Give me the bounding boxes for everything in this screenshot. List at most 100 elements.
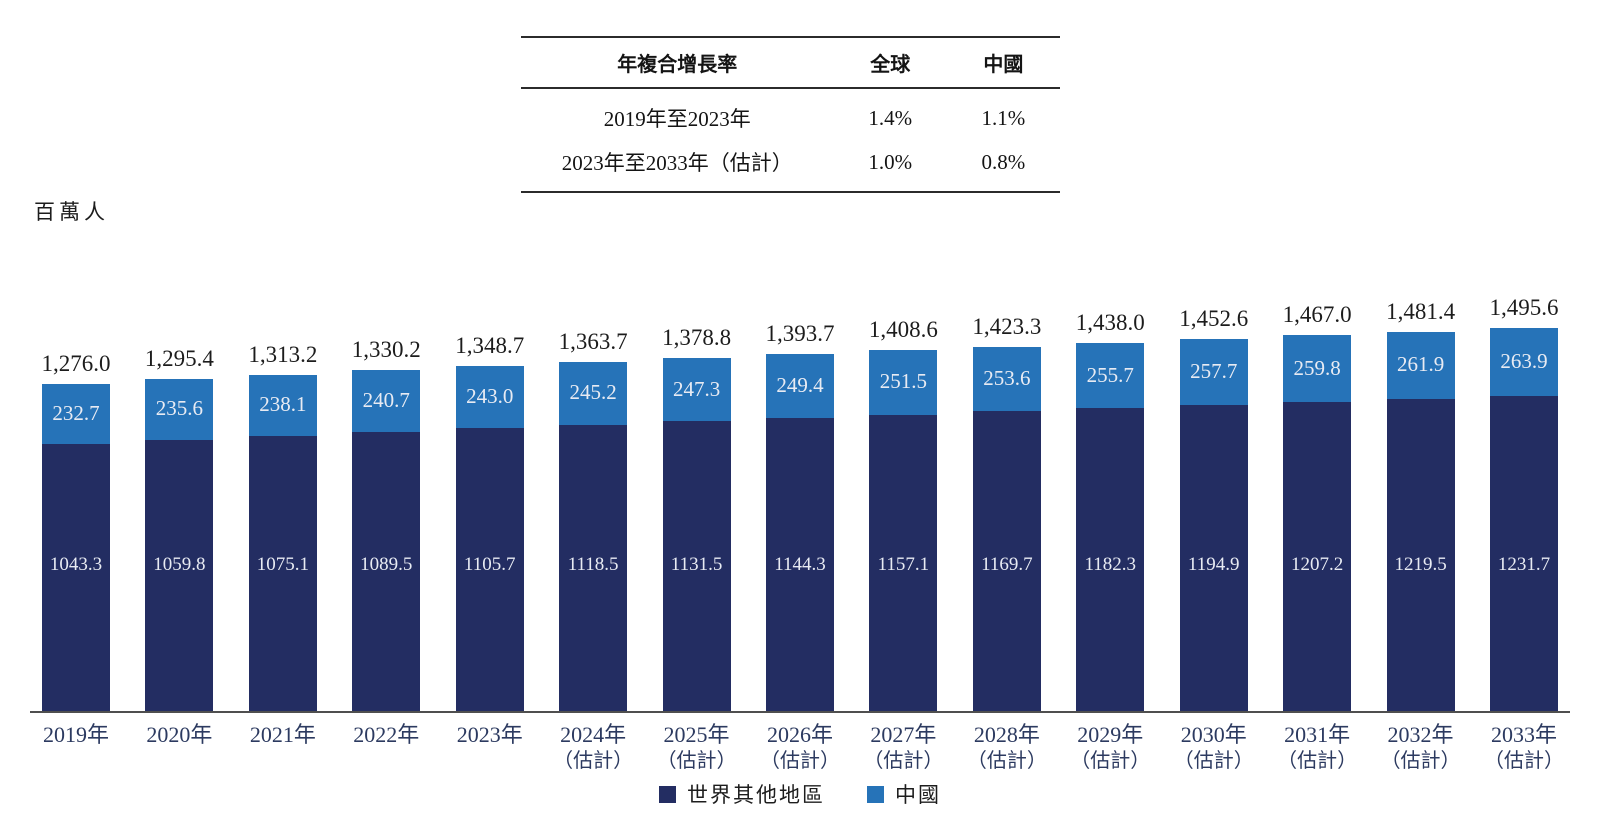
rest-of-world-value-label: 1182.3: [1084, 554, 1137, 575]
cagr-header-global: 全球: [870, 54, 911, 76]
china-value-label: 245.2: [569, 380, 617, 405]
rest-of-world-segment: [1076, 408, 1145, 711]
rest-of-world-value-label: 1131.5: [670, 554, 723, 575]
estimate-suffix: （估計）: [1484, 749, 1564, 772]
bar-group-2022年: 1,330.2 240.7 1089.5 2022年: [351, 250, 421, 747]
china-segment: [972, 346, 1041, 412]
bar-group-2023年: 1,348.7 243.0 1105.7 2023年: [455, 250, 525, 747]
total-value-label: 1,363.7: [558, 328, 628, 354]
rest-of-world-segment: [972, 411, 1041, 711]
bar-group-2029年: 1,438.0 255.7 1182.3 2029年 （估計）: [1070, 250, 1150, 772]
china-value-label: 247.3: [672, 376, 721, 401]
china-segment: [248, 374, 317, 436]
rest-of-world-segment: [145, 439, 214, 711]
rest-of-world-value-label: 1075.1: [256, 554, 309, 575]
legend-item-china: 中國: [867, 779, 941, 809]
china-value-label: 243.0: [466, 383, 514, 408]
bar-group-2028年: 1,423.3 253.6 1169.7 2028年 （估計）: [967, 250, 1047, 772]
cagr-global-2: 1.0%: [868, 149, 913, 174]
total-value-label: 1,452.6: [1179, 306, 1249, 332]
china-segment: [1490, 328, 1558, 396]
table-row: 2019年至2023年 1.4% 1.1%: [521, 88, 1060, 140]
china-value-label: 235.6: [155, 396, 204, 421]
bar-group-2024年: 1,363.7 245.2 1118.5 2024年 （估計）: [553, 250, 633, 772]
total-value-label: 1,348.7: [455, 332, 525, 358]
bar-group-2032年: 1,481.4 261.9 1219.5 2032年 （估計）: [1381, 250, 1461, 772]
rest-of-world-segment: [869, 414, 938, 711]
china-segment: [559, 361, 628, 425]
total-value-label: 1,313.2: [248, 341, 318, 367]
rest-of-world-value-label: 1219.5: [1394, 554, 1447, 575]
legend-item-rest-of-world: 世界其他地區: [659, 779, 825, 809]
estimate-suffix: （估計）: [863, 749, 944, 772]
china-value-label: 238.1: [259, 392, 307, 417]
china-segment: [869, 350, 938, 415]
x-tick-label: 2019年: [42, 722, 110, 747]
cagr-china-1: 1.1%: [981, 105, 1026, 130]
cagr-global-1: 1.4%: [868, 105, 913, 130]
bar-group-2021年: 1,313.2 238.1 1075.1 2021年: [248, 250, 318, 747]
rest-of-world-segment: [766, 417, 834, 711]
total-value-label: 1,276.0: [41, 351, 111, 377]
rest-of-world-value-label: 1089.5: [360, 554, 413, 575]
rest-of-world-segment: [1283, 401, 1352, 711]
total-value-label: 1,408.6: [868, 317, 938, 343]
rest-of-world-segment: [42, 443, 110, 711]
x-tick-label: 2033年 （估計）: [1484, 722, 1564, 772]
cagr-table: 年複合增長率 全球 中國 2019年至2023年 1.4% 1.1% 2023年…: [521, 36, 1060, 193]
x-tick-label: 2024年 （估計）: [553, 722, 634, 772]
cagr-header-china: 中國: [983, 54, 1024, 76]
estimate-suffix: （估計）: [760, 749, 840, 772]
rest-of-world-value-label: 1157.1: [877, 554, 930, 575]
bar-group-2027年: 1,408.6 251.5 1157.1 2027年 （估計）: [863, 250, 943, 771]
bar-group-2026年: 1,393.7 249.4 1144.3 2026年 （估計）: [760, 250, 840, 771]
x-tick-label: 2022年: [353, 722, 420, 747]
estimate-suffix: （估計）: [1277, 749, 1358, 772]
china-segment: [662, 357, 731, 422]
cagr-table-header-row: 年複合增長率 全球 中國: [521, 37, 1060, 88]
china-value-label: 253.6: [983, 366, 1031, 390]
rest-of-world-value-label: 1231.7: [1497, 554, 1551, 575]
total-value-label: 1,467.0: [1282, 302, 1352, 328]
rest-of-world-segment: [352, 432, 421, 711]
total-value-label: 1,330.2: [351, 337, 421, 363]
bar-group-2025年: 1,378.8 247.3 1131.5 2025年 （估計）: [657, 250, 737, 772]
legend-label-rest-of-world: 世界其他地區: [687, 783, 825, 807]
rest-of-world-swatch-icon: [659, 785, 676, 803]
estimate-suffix: （估計）: [1070, 749, 1151, 772]
china-value-label: 232.7: [52, 401, 100, 426]
table-row: 2023年至2033年（估計） 1.0% 0.8%: [521, 140, 1060, 192]
china-segment: [766, 354, 834, 418]
china-segment: [352, 370, 421, 432]
china-value-label: 251.5: [879, 369, 928, 394]
rest-of-world-segment: [248, 435, 317, 711]
rest-of-world-segment: [455, 427, 524, 711]
estimate-suffix: （估計）: [656, 749, 737, 772]
china-value-label: 261.9: [1396, 352, 1445, 377]
china-segment: [1179, 339, 1248, 406]
china-swatch-icon: [867, 785, 884, 803]
china-segment: [1076, 342, 1145, 409]
x-tick-label: 2021年: [249, 722, 316, 747]
china-value-label: 249.4: [776, 373, 824, 398]
china-value-label: 263.9: [1500, 348, 1548, 373]
estimate-suffix: （估計）: [1173, 749, 1254, 772]
total-value-label: 1,481.4: [1386, 298, 1456, 324]
x-tick-label: 2020年: [146, 722, 213, 747]
china-value-label: 259.8: [1293, 355, 1341, 380]
bar-group-2019年: 1,276.0 232.7 1043.3 2019年: [41, 250, 111, 747]
x-tick-label: 2025年 （估計）: [656, 722, 737, 772]
bar-group-2020年: 1,295.4 235.6 1059.8 2020年: [145, 250, 214, 747]
china-segment: [145, 379, 214, 440]
y-axis-unit-label: 百萬人: [34, 200, 109, 224]
rest-of-world-value-label: 1105.7: [463, 554, 516, 575]
china-value-label: 255.7: [1086, 362, 1134, 387]
total-value-label: 1,378.8: [662, 324, 732, 350]
x-tick-label: 2026年 （估計）: [760, 722, 840, 772]
total-value-label: 1,438.0: [1075, 309, 1145, 335]
china-segment: [455, 365, 524, 428]
plot-area: 1,276.0 232.7 1043.3 2019年 1,295.4 235.6 1059.…: [30, 250, 1570, 772]
china-segment: [1283, 335, 1352, 402]
total-value-label: 1,423.3: [972, 313, 1042, 339]
rest-of-world-value-label: 1144.3: [774, 554, 826, 575]
